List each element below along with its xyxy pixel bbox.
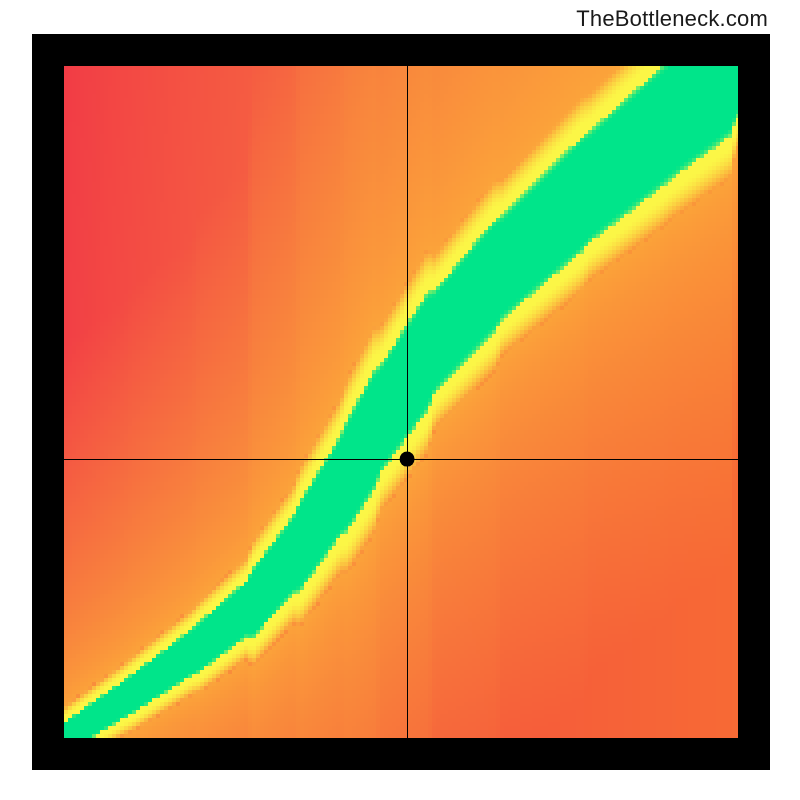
overlay-canvas xyxy=(0,0,800,800)
attribution-label: TheBottleneck.com xyxy=(576,6,768,32)
chart-root: TheBottleneck.com xyxy=(0,0,800,800)
